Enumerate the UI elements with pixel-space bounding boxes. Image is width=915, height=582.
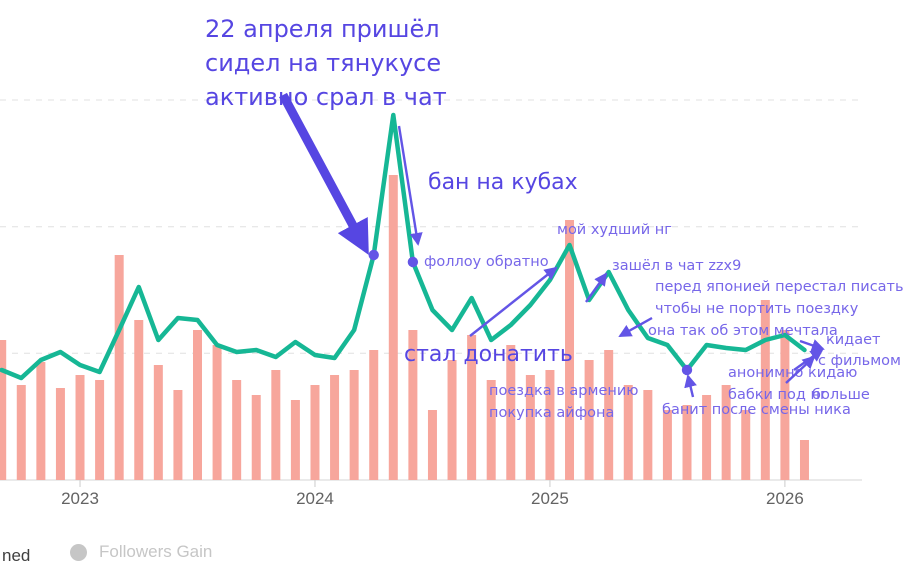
bar-followers-gain — [662, 410, 672, 480]
bar-followers-gain — [349, 370, 359, 480]
bar-followers-gain — [95, 380, 105, 480]
bar-followers-gain — [682, 405, 692, 480]
bar-followers-gain — [251, 395, 261, 480]
legend-item-earned[interactable]: ned — [2, 546, 30, 566]
bar-followers-gain — [114, 255, 124, 480]
bar-followers-gain — [643, 390, 653, 480]
bar-followers-gain — [134, 320, 144, 480]
bar-followers-gain — [799, 440, 809, 480]
bar-followers-gain — [310, 385, 320, 480]
bar-followers-gain — [16, 385, 26, 480]
bar-followers-gain — [584, 360, 594, 480]
bar-followers-gain — [55, 388, 65, 480]
legend-item-followers-gain[interactable]: Followers Gain — [70, 542, 212, 562]
bar-followers-gain — [75, 375, 85, 480]
bar-followers-gain — [0, 340, 7, 480]
bar-followers-gain — [467, 335, 477, 480]
bar-followers-gain — [780, 330, 790, 480]
x-axis-year-label: 2023 — [61, 489, 99, 508]
bar-followers-gain — [565, 220, 575, 480]
legend-label-followers-gain: Followers Gain — [99, 542, 213, 561]
x-axis-year-label: 2026 — [766, 489, 804, 508]
bar-followers-gain — [623, 385, 633, 480]
chart-legend: ned Followers Gain — [0, 540, 915, 574]
bar-followers-gain — [271, 370, 281, 480]
bar-followers-gain — [36, 362, 46, 480]
bar-followers-gain — [193, 330, 202, 480]
bar-followers-gain — [545, 370, 555, 480]
bar-followers-gain — [525, 375, 535, 480]
bar-followers-gain — [388, 175, 398, 480]
bar-followers-gain — [153, 365, 163, 480]
bar-followers-gain — [369, 350, 379, 480]
x-axis-year-label: 2024 — [296, 489, 334, 508]
bar-followers-gain — [741, 410, 751, 480]
x-axis-year-label: 2025 — [531, 489, 569, 508]
bar-followers-gain — [212, 345, 222, 480]
bar-followers-gain — [486, 380, 496, 480]
legend-dot-icon — [70, 543, 87, 561]
bar-followers-gain — [506, 345, 516, 480]
bar-followers-gain — [173, 390, 183, 480]
bar-followers-gain — [290, 400, 300, 480]
legend-label-earned: ned — [2, 546, 31, 565]
bar-followers-gain — [702, 395, 712, 480]
bar-followers-gain — [447, 360, 457, 480]
bar-followers-gain — [604, 350, 614, 480]
bar-followers-gain — [760, 300, 770, 480]
bar-followers-gain — [330, 375, 340, 480]
bar-followers-gain — [721, 385, 731, 480]
bar-followers-gain — [232, 380, 242, 480]
bar-followers-gain — [408, 330, 418, 480]
bar-followers-gain — [427, 410, 437, 480]
